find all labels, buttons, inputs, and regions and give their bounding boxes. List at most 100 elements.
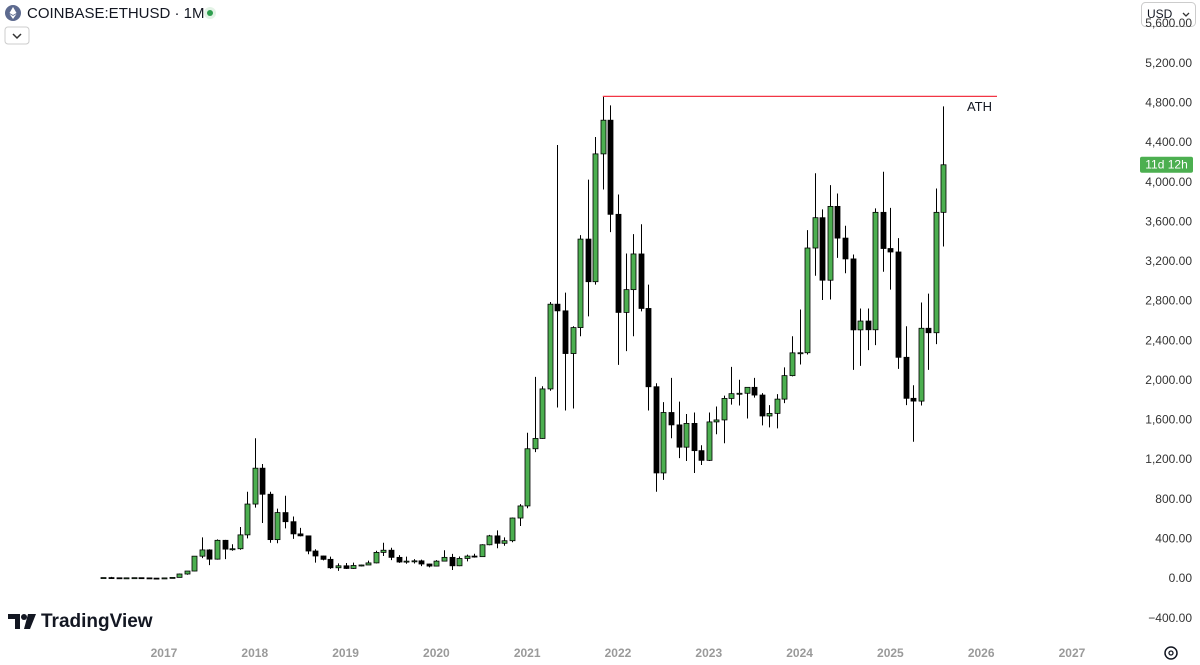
- logo-mark: [24, 614, 36, 629]
- candle-body: [925, 327, 932, 334]
- candle-body: [668, 412, 675, 426]
- x-tick-label: 2026: [968, 646, 995, 660]
- candle-body: [441, 556, 448, 562]
- candle-body: [494, 535, 501, 544]
- candle-body: [259, 467, 266, 495]
- x-tick-label: 2024: [786, 646, 813, 660]
- candle-body: [547, 303, 554, 390]
- candle-body: [585, 238, 592, 283]
- price-badge: [1140, 156, 1193, 173]
- candle-body: [797, 352, 804, 355]
- y-tick-label: 800.00: [1155, 492, 1192, 506]
- candle-body: [199, 549, 206, 557]
- candle-body: [910, 397, 917, 402]
- candle-body: [176, 573, 183, 578]
- y-tick-label: 1,600.00: [1145, 413, 1192, 427]
- candle-body: [373, 552, 380, 564]
- currency-select[interactable]: [1141, 2, 1196, 27]
- candle-body: [736, 392, 743, 395]
- candle-body: [539, 388, 546, 439]
- candle-body: [267, 493, 274, 541]
- candle-body: [426, 563, 433, 567]
- candle-body: [532, 438, 539, 450]
- candle-body: [812, 217, 819, 249]
- candle-body: [131, 577, 138, 580]
- candle-body: [759, 394, 766, 417]
- x-tick-label: 2018: [241, 646, 268, 660]
- candle-body: [592, 153, 599, 283]
- candle-body: [857, 320, 864, 331]
- countdown-label: 11d 12h: [1145, 157, 1188, 171]
- candle-body: [728, 393, 735, 399]
- candle-body: [312, 550, 319, 557]
- candle-body: [903, 356, 910, 399]
- candle-body: [297, 533, 304, 537]
- candle-body: [517, 505, 524, 519]
- x-tick-label: 2025: [877, 646, 904, 660]
- candle-body: [252, 467, 259, 505]
- candle-body: [123, 577, 130, 580]
- candle-body: [214, 539, 221, 560]
- x-tick-label: 2020: [423, 646, 450, 660]
- candle-body: [933, 211, 940, 334]
- settings-icon[interactable]: [1164, 646, 1178, 660]
- collapse-chevron: [12, 33, 22, 40]
- y-tick-label: 0.00: [1169, 571, 1193, 585]
- candle-body: [153, 577, 160, 580]
- candle-body: [290, 521, 297, 535]
- candle-body: [713, 419, 720, 423]
- candle-body: [895, 251, 902, 358]
- y-tick-label: 5,200.00: [1145, 56, 1192, 70]
- y-tick-label: 2,400.00: [1145, 333, 1192, 347]
- eth-glyph: [9, 7, 17, 19]
- collapse-button[interactable]: [4, 26, 30, 45]
- candle-body: [396, 556, 403, 563]
- candle-body: [335, 565, 342, 569]
- candle-body: [343, 565, 350, 569]
- candle-body: [789, 352, 796, 377]
- candle-body: [744, 386, 751, 394]
- candle-body: [509, 517, 516, 542]
- candle-body: [403, 560, 410, 563]
- candle-body: [433, 560, 440, 567]
- y-tick-label: 2,800.00: [1145, 294, 1192, 308]
- candle-body: [501, 540, 508, 544]
- x-tick-label: 2019: [332, 646, 359, 660]
- candle-body: [418, 560, 425, 565]
- candle-body: [524, 448, 531, 507]
- candle-body: [615, 213, 622, 313]
- currency-chevron: [1182, 12, 1190, 17]
- y-tick-label: 3,200.00: [1145, 254, 1192, 268]
- candle-body: [751, 386, 758, 396]
- candle-body: [683, 422, 690, 448]
- candle-body: [222, 539, 229, 550]
- y-tick-label: −400.00: [1148, 611, 1192, 625]
- candle-body: [244, 503, 251, 536]
- candle-body: [842, 237, 849, 260]
- candle-body: [169, 576, 176, 579]
- candle-body: [819, 217, 826, 281]
- candle-body: [282, 512, 289, 523]
- candle-body: [327, 558, 334, 569]
- candle-body: [570, 327, 577, 354]
- y-tick-label: 4,000.00: [1145, 175, 1192, 189]
- candle-body: [464, 555, 471, 559]
- candle-body: [100, 577, 107, 579]
- candle-body: [146, 577, 153, 580]
- candle-body: [653, 386, 660, 474]
- x-tick-label: 2022: [605, 646, 632, 660]
- candle-body: [388, 549, 395, 558]
- candle-body: [827, 205, 834, 281]
- candle-body: [600, 119, 607, 155]
- candle-body: [645, 308, 652, 388]
- candle-body: [774, 398, 781, 414]
- candle-body: [365, 562, 372, 566]
- candle-body: [872, 211, 879, 331]
- candle-body: [577, 238, 584, 328]
- candle-body: [630, 253, 637, 291]
- candle-body: [562, 310, 569, 354]
- candle-body: [161, 577, 168, 580]
- candle-body: [191, 555, 198, 572]
